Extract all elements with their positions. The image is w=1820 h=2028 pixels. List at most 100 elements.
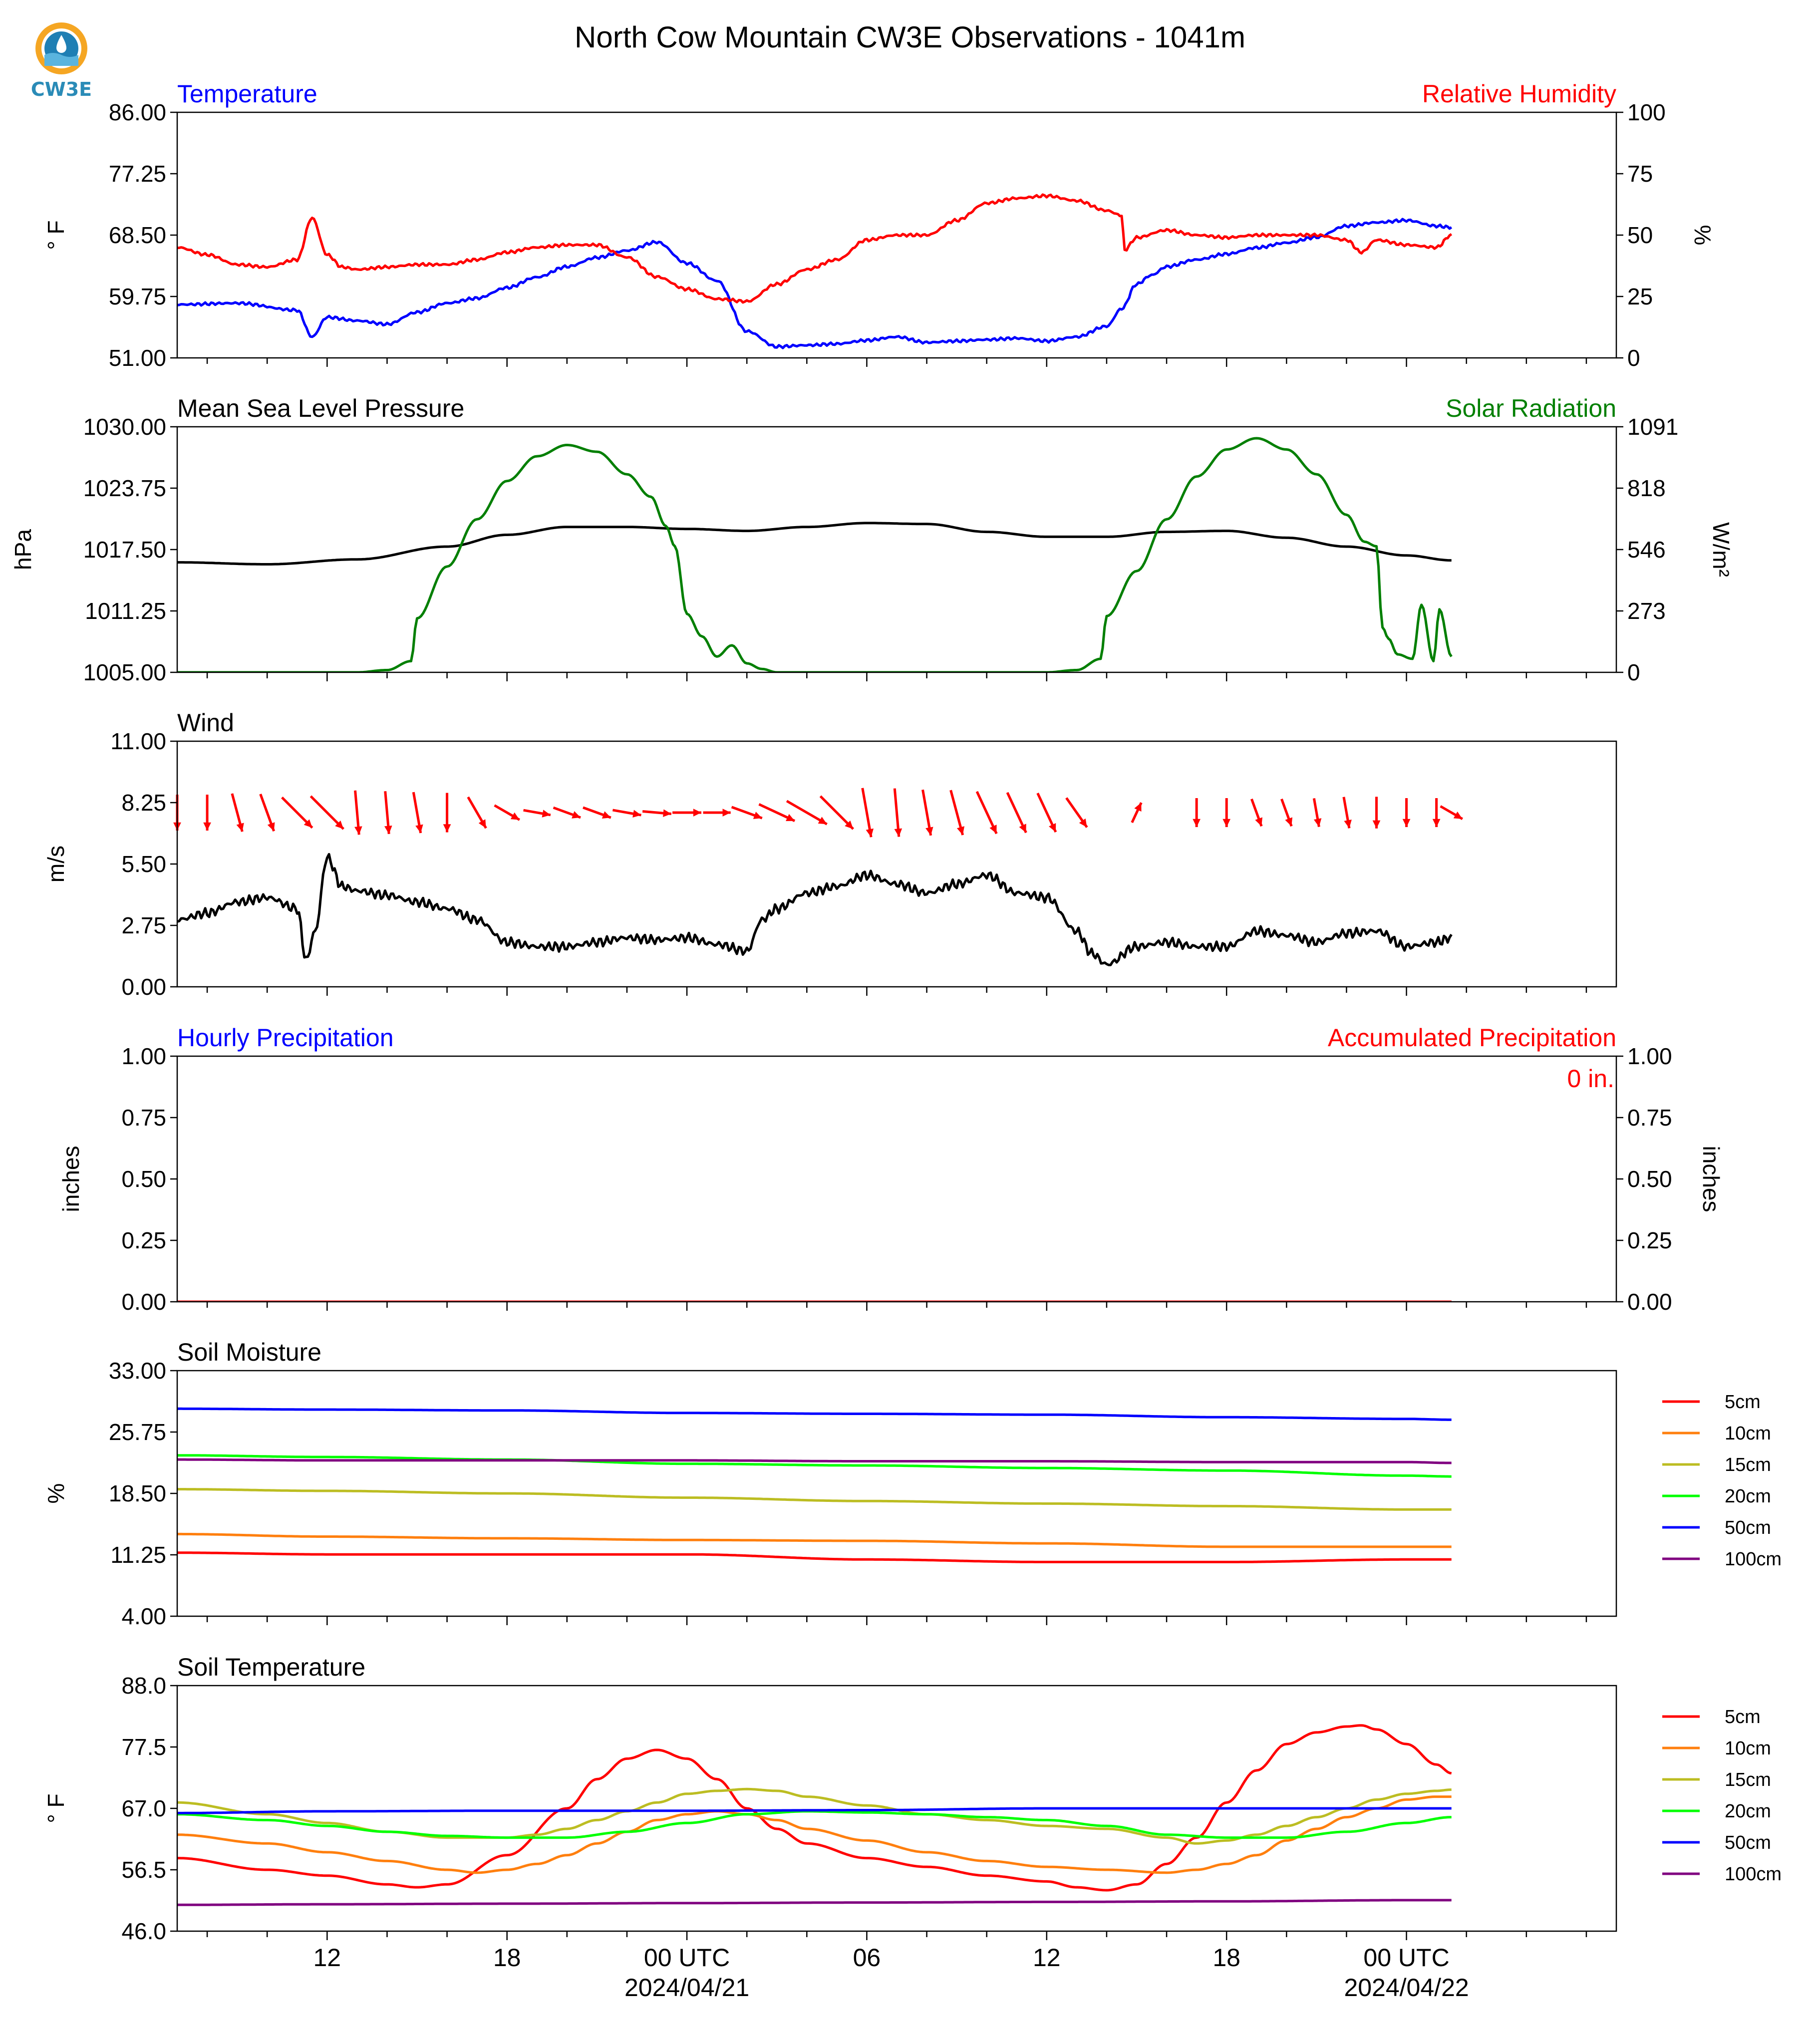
series-line-left-0 <box>177 853 1453 966</box>
y-tick-label-left: 88.0 <box>121 1673 166 1699</box>
series-lines <box>177 1724 1452 1906</box>
y-tick-label-left: 0.50 <box>121 1166 166 1192</box>
y-tick-label-left: 1023.75 <box>83 475 166 501</box>
y-tick-label-left: 11.00 <box>110 728 166 754</box>
legend-label: 10cm <box>1725 1738 1771 1759</box>
series-line-100cm <box>177 1899 1452 1906</box>
series-line-left-0 <box>177 218 1453 349</box>
wind-arrow <box>1036 792 1057 833</box>
logo-emblem-icon <box>35 22 87 74</box>
y-tick-label-right: 546 <box>1627 537 1666 563</box>
y-axis-label-right: W/m² <box>1708 522 1734 577</box>
wind-arrow <box>412 792 423 834</box>
series-lines <box>177 437 1453 672</box>
wind-arrow <box>642 809 672 817</box>
legend-label: 5cm <box>1725 1392 1761 1413</box>
y-tick-label-right: 50 <box>1627 222 1653 248</box>
x-tick-label: 12 <box>1033 1944 1061 1972</box>
logo-text: CW3E <box>30 78 92 100</box>
y-tick-label-right: 1.00 <box>1627 1043 1672 1069</box>
series-line-15cm <box>177 1787 1452 1845</box>
x-date-label: 2024/04/21 <box>624 1974 749 2002</box>
legend-label: 20cm <box>1725 1486 1771 1507</box>
wind-arrow <box>703 809 731 817</box>
y-tick-label-left: 4.00 <box>121 1603 166 1629</box>
wind-arrow <box>384 791 392 835</box>
wind-arrows <box>173 788 1463 838</box>
series-line-50cm <box>177 1807 1452 1814</box>
y-tick-label-left: 18.50 <box>109 1480 166 1506</box>
y-axis-label-left: ° F <box>43 220 69 250</box>
y-tick-label-right: 25 <box>1627 284 1653 309</box>
y-tick-label-left: 8.25 <box>121 790 166 816</box>
x-tick-label: 00 UTC <box>1363 1944 1449 1972</box>
legend: 5cm 10cm 15cm 20cm 50cm 100cm <box>1662 1707 1782 1885</box>
wind-arrow <box>1440 805 1463 820</box>
y-tick-label-left: 68.50 <box>109 222 166 248</box>
wind-arrow <box>1222 798 1231 827</box>
wind-arrow <box>1280 798 1293 827</box>
wind-arrow <box>861 788 874 838</box>
wind-arrow <box>443 793 451 833</box>
series-line-5cm <box>177 1551 1452 1563</box>
wind-arrow <box>553 806 581 819</box>
y-tick-label-left: 5.50 <box>121 851 166 877</box>
y-tick-label-left: 1011.25 <box>85 598 166 624</box>
wind-arrow <box>281 796 313 829</box>
wind-arrow <box>1193 798 1201 827</box>
legend-label: 15cm <box>1725 1769 1771 1790</box>
legend-label: 100cm <box>1725 1864 1782 1885</box>
wind-arrow <box>309 795 344 830</box>
series-line-right-1 <box>177 193 1453 304</box>
series-lines <box>177 853 1453 966</box>
y-tick-label-left: 0.00 <box>121 1289 166 1315</box>
series-lines <box>177 1407 1452 1563</box>
wind-arrow <box>672 809 702 817</box>
legend-label: 5cm <box>1725 1707 1761 1728</box>
panel-pressure: Mean Sea Level Pressure Solar Radiation 10… <box>10 394 1734 685</box>
panel-frame <box>176 426 1617 673</box>
wind-arrow <box>731 806 763 820</box>
series-line-right-1 <box>177 437 1453 672</box>
y-tick-label-right: 0.25 <box>1627 1227 1672 1253</box>
panel-frame <box>176 1055 1617 1303</box>
series-line-5cm <box>177 1724 1452 1892</box>
series-line-10cm <box>177 1795 1452 1874</box>
wind-arrow <box>819 795 855 830</box>
wind-arrow <box>1250 798 1263 827</box>
wind-arrow <box>494 804 521 821</box>
y-tick-label-left: 59.75 <box>109 284 166 309</box>
y-tick-label-left: 46.0 <box>121 1918 166 1944</box>
wind-arrow <box>1432 798 1441 827</box>
series-line-100cm <box>177 1458 1452 1464</box>
panel-frame <box>176 1370 1617 1617</box>
y-tick-label-left: 2.75 <box>121 912 166 938</box>
wind-arrow <box>1372 797 1381 829</box>
y-axis-label-left: m/s <box>43 846 69 882</box>
y-tick-label-left: 0.25 <box>121 1227 166 1253</box>
panel-title-left: Soil Moisture <box>177 1338 321 1366</box>
y-tick-label-right: 0.75 <box>1627 1105 1672 1131</box>
panel-title-left: Soil Temperature <box>177 1653 365 1681</box>
panels: Temperature Relative Humidity 86.00 77.25 68… <box>10 80 1782 1944</box>
wind-arrow <box>259 794 276 832</box>
legend-label: 10cm <box>1725 1423 1771 1444</box>
panel-title-left: Hourly Precipitation <box>177 1024 394 1052</box>
wind-arrow <box>231 793 244 832</box>
cw3e-logo: CW3E <box>29 16 94 100</box>
panel-title-right: Solar Radiation <box>1446 394 1616 422</box>
y-tick-label-right: 273 <box>1627 598 1666 624</box>
y-tick-label-left: 67.0 <box>121 1795 166 1821</box>
panel-title-left: Wind <box>177 709 234 737</box>
x-tick-label: 00 UTC <box>644 1944 730 1972</box>
y-tick-label-left: 33.00 <box>109 1358 166 1384</box>
series-line-20cm <box>177 1454 1452 1478</box>
accumulated-total-label: 0 in. <box>1567 1065 1614 1093</box>
wind-arrow <box>203 795 211 831</box>
y-axis-label-left: hPa <box>10 529 36 570</box>
legend-label: 100cm <box>1725 1549 1782 1570</box>
y-tick-label-left: 11.25 <box>110 1542 166 1568</box>
y-axis-label-left: inches <box>58 1146 84 1212</box>
